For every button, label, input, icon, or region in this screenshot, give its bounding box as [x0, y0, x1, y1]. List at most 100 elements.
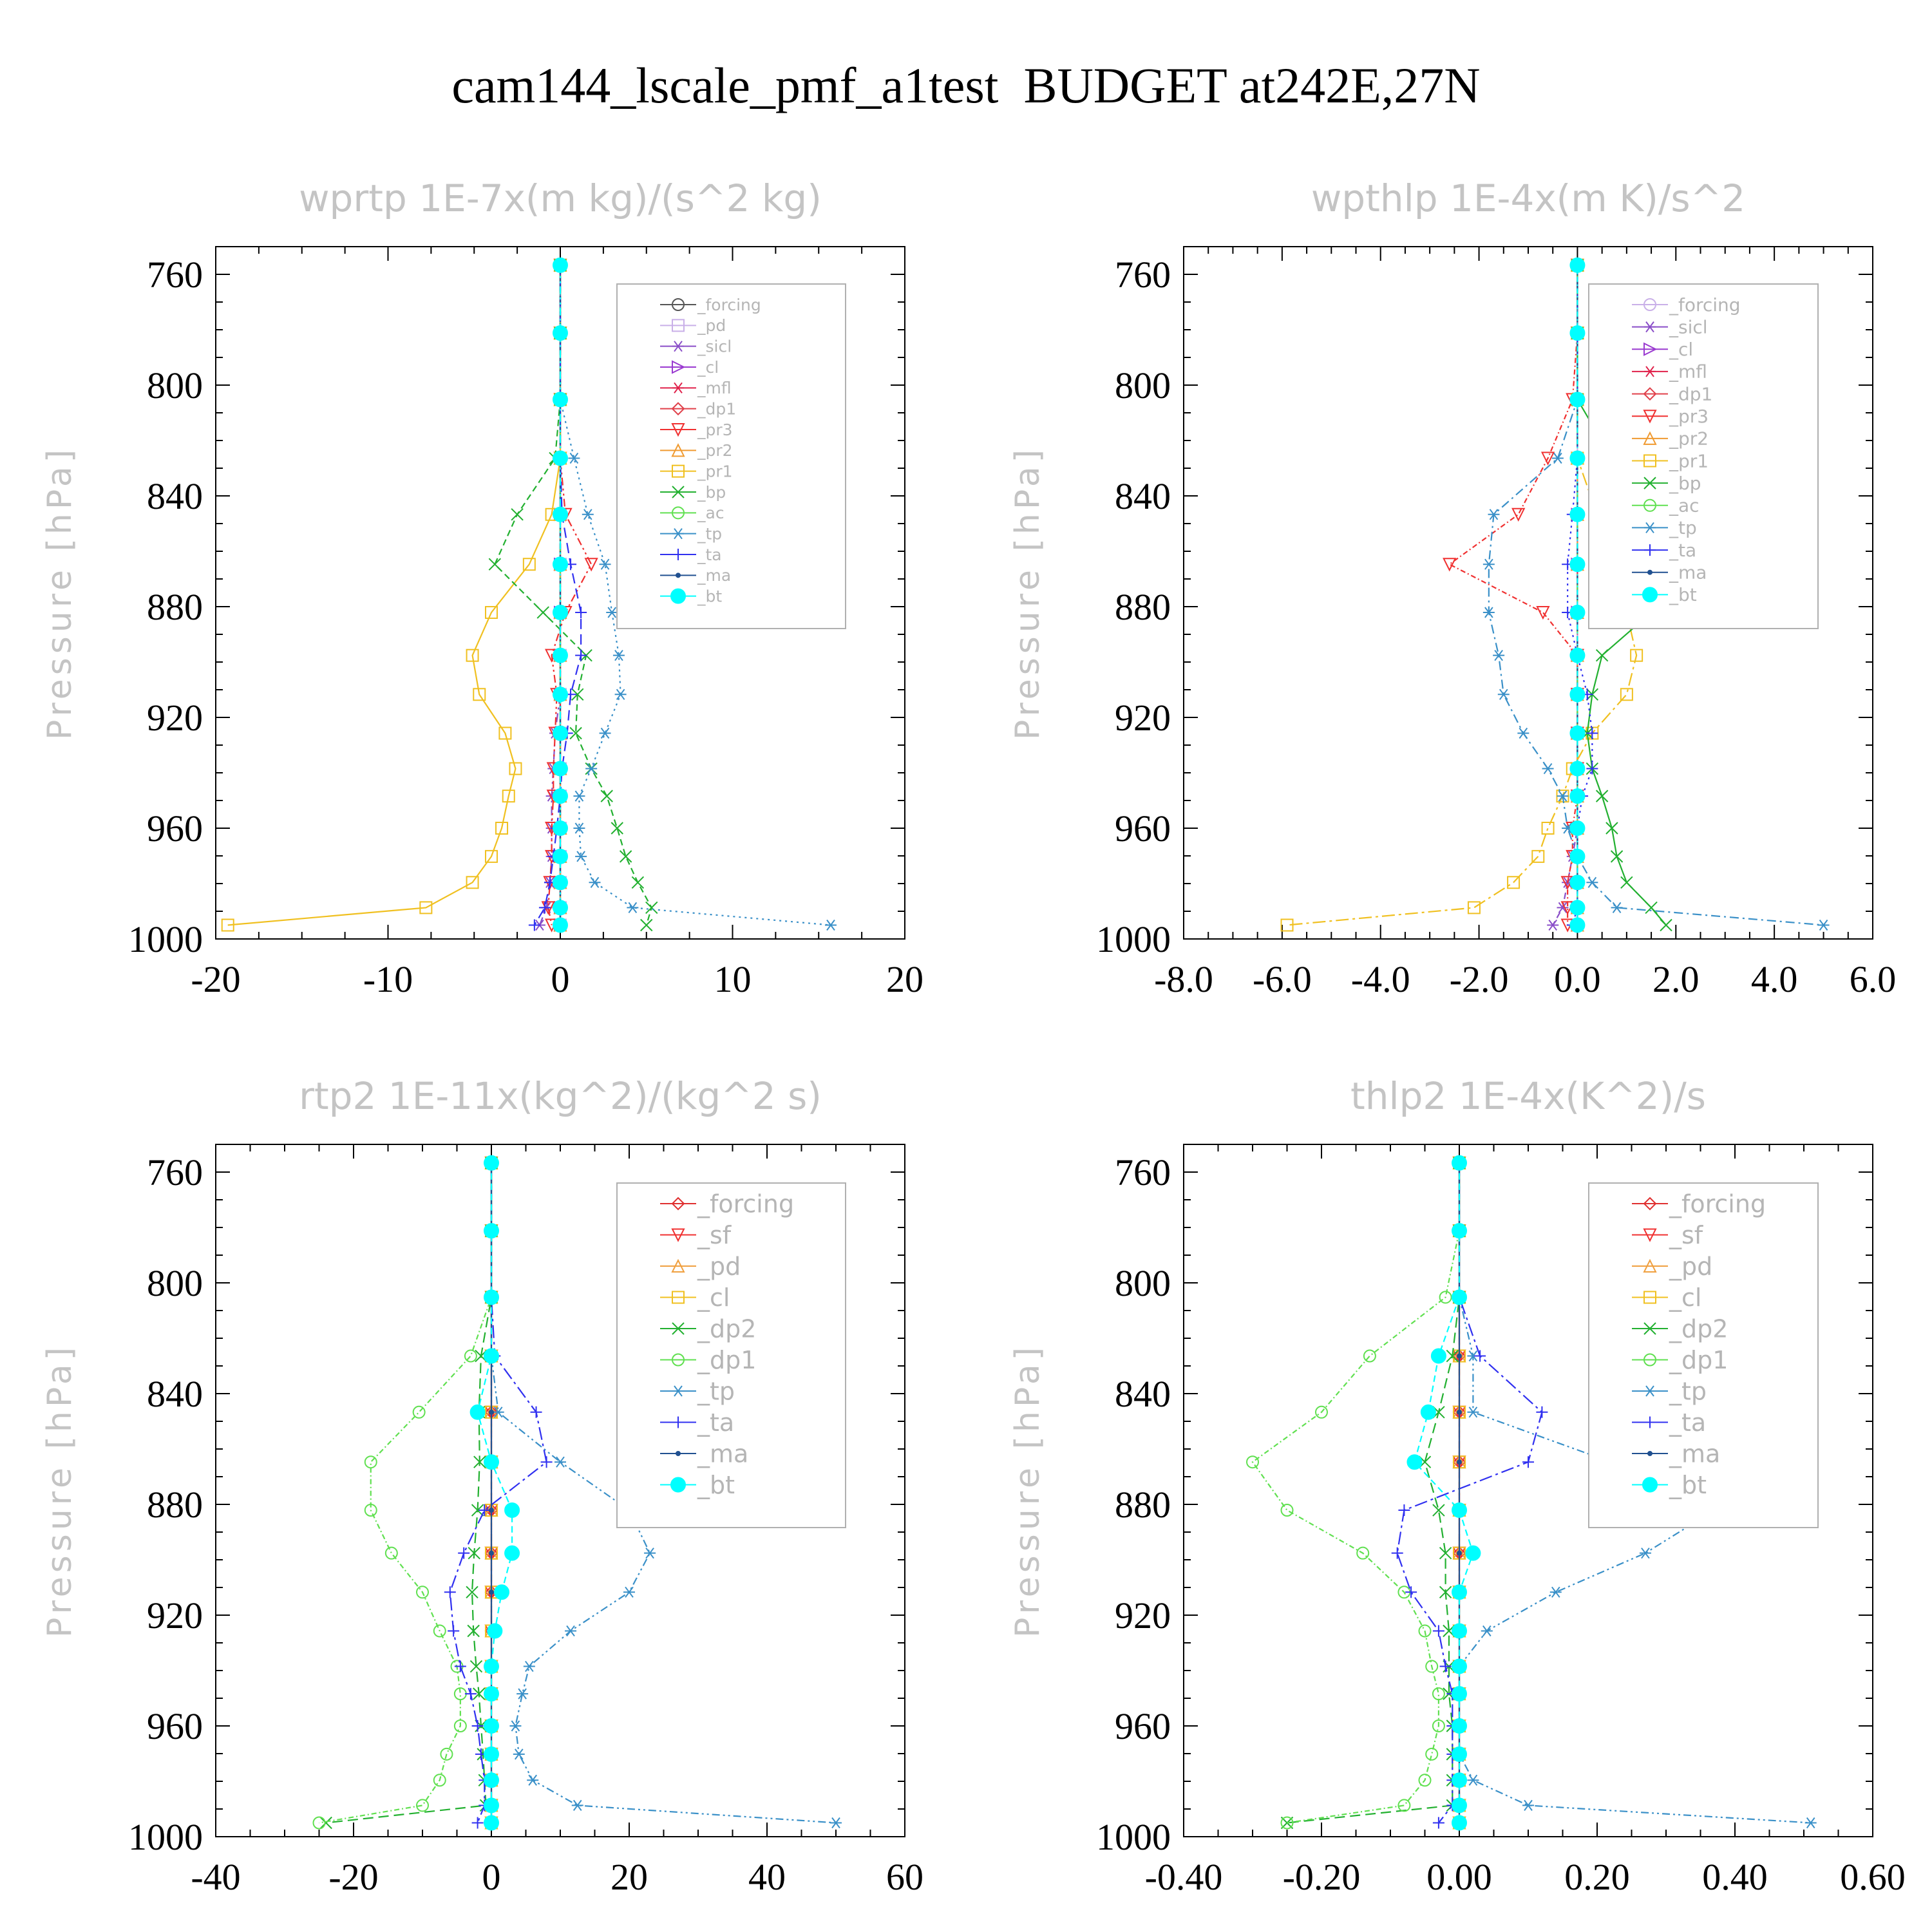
data-point	[467, 1624, 480, 1638]
legend-swatch-marker	[1643, 498, 1656, 512]
data-point	[1531, 849, 1545, 863]
legend-swatch-marker	[672, 1322, 685, 1335]
data-point	[573, 822, 585, 834]
data-point	[513, 1748, 525, 1760]
data-point	[1452, 1772, 1467, 1788]
data-point	[484, 1454, 499, 1470]
data-point	[433, 1624, 446, 1638]
series-bt	[469, 1155, 520, 1831]
data-point	[1569, 848, 1586, 864]
data-point	[1452, 1584, 1467, 1600]
data-point	[1569, 647, 1586, 663]
y-tick-label: 960	[1115, 808, 1171, 849]
legend-swatch-marker	[676, 573, 681, 578]
data-point	[553, 506, 568, 522]
x-tick-label: 0.60	[1840, 1856, 1906, 1898]
data-point	[644, 1548, 656, 1559]
x-tick-label: -0.40	[1145, 1856, 1223, 1898]
legend-label: _dp1	[1669, 1346, 1728, 1374]
y-tick-label: 1000	[1096, 1816, 1171, 1858]
data-point	[473, 1687, 486, 1700]
data-point	[1425, 1660, 1439, 1673]
data-point	[1536, 1406, 1548, 1418]
data-point	[1497, 688, 1510, 700]
data-point	[1630, 649, 1643, 662]
data-point	[433, 1774, 446, 1787]
y-tick-label: 840	[147, 475, 203, 517]
legend-label: _tp	[1669, 1377, 1707, 1405]
data-point	[1315, 1405, 1328, 1419]
data-point	[553, 556, 568, 573]
x-tick-label: 0	[551, 958, 570, 1000]
y-tick-label: 880	[147, 1484, 203, 1526]
data-point	[1457, 1550, 1462, 1556]
data-point	[448, 1625, 460, 1637]
data-point	[494, 1584, 510, 1600]
series-line	[1488, 265, 1824, 926]
data-point	[824, 919, 837, 931]
legend-swatch-marker	[1644, 1385, 1656, 1397]
data-point	[585, 762, 598, 775]
data-point	[1610, 850, 1624, 863]
data-point	[1363, 1349, 1376, 1363]
legend: _forcing_sicl_cl_mfl_dp1_pr3_pr2_pr1_bp_…	[1588, 283, 1819, 629]
data-point	[487, 1623, 503, 1639]
series-bt	[1406, 1155, 1481, 1831]
data-point	[489, 1589, 494, 1595]
data-point	[1639, 1548, 1651, 1559]
data-point	[1457, 1409, 1462, 1415]
data-point	[1547, 919, 1559, 931]
data-point	[1452, 1623, 1467, 1639]
legend-label: _pr3	[697, 421, 733, 439]
data-point	[1522, 1456, 1534, 1468]
data-point	[485, 849, 498, 863]
legend-swatch-marker	[1644, 1416, 1656, 1428]
y-tick-label: 920	[147, 1595, 203, 1636]
legend-swatch-marker	[1647, 569, 1653, 575]
legend: _forcing _sf _pd _cl_dp2 _dp1 _tp _ta_ma _bt	[1588, 1182, 1819, 1528]
data-point	[1432, 1625, 1444, 1637]
x-tick-label: 6.0	[1850, 958, 1897, 1000]
legend-label: _pr2	[1669, 428, 1709, 450]
data-point	[1280, 1504, 1294, 1517]
legend-label: _forcing	[1669, 294, 1741, 316]
data-point	[528, 919, 540, 931]
y-tick-label: 920	[1115, 1595, 1171, 1636]
data-point	[553, 450, 568, 466]
panel-title: rtp2 1E-11x(kg^2)/(kg^2 s)	[299, 1074, 822, 1118]
data-point	[440, 1747, 453, 1761]
data-point	[1420, 1404, 1436, 1420]
legend-label: _pr1	[1669, 450, 1709, 471]
data-point	[489, 1409, 494, 1415]
data-point	[484, 1155, 499, 1171]
data-point	[1246, 1455, 1259, 1469]
data-point	[484, 1772, 499, 1788]
legend-label: _bt	[1669, 584, 1697, 605]
data-point	[364, 1455, 377, 1469]
legend-swatch-marker	[1643, 410, 1657, 424]
data-point	[454, 1660, 466, 1672]
data-point	[1569, 761, 1586, 777]
x-tick-label: 0.20	[1564, 1856, 1630, 1898]
legend-box	[1588, 283, 1819, 629]
data-point	[1586, 876, 1598, 888]
data-point	[1405, 1586, 1417, 1598]
series-line	[1251, 1162, 1461, 1824]
legend-swatch-marker	[1642, 587, 1658, 603]
legend-label: _tp	[1669, 517, 1697, 538]
data-point	[1569, 506, 1586, 522]
y-axis-label: Pressure [hPa]	[41, 446, 79, 740]
data-point	[1418, 1624, 1432, 1638]
data-point	[1817, 919, 1830, 931]
data-point	[1595, 790, 1609, 802]
data-point	[1452, 1223, 1467, 1239]
data-point	[553, 647, 568, 663]
x-tick-label: 60	[886, 1856, 923, 1898]
data-point	[1452, 1797, 1467, 1814]
data-point	[1605, 822, 1618, 835]
legend-swatch-marker	[1644, 321, 1656, 333]
legend-swatch-marker	[672, 1385, 684, 1397]
data-point	[1280, 1816, 1294, 1830]
y-tick-label: 960	[1115, 1705, 1171, 1747]
